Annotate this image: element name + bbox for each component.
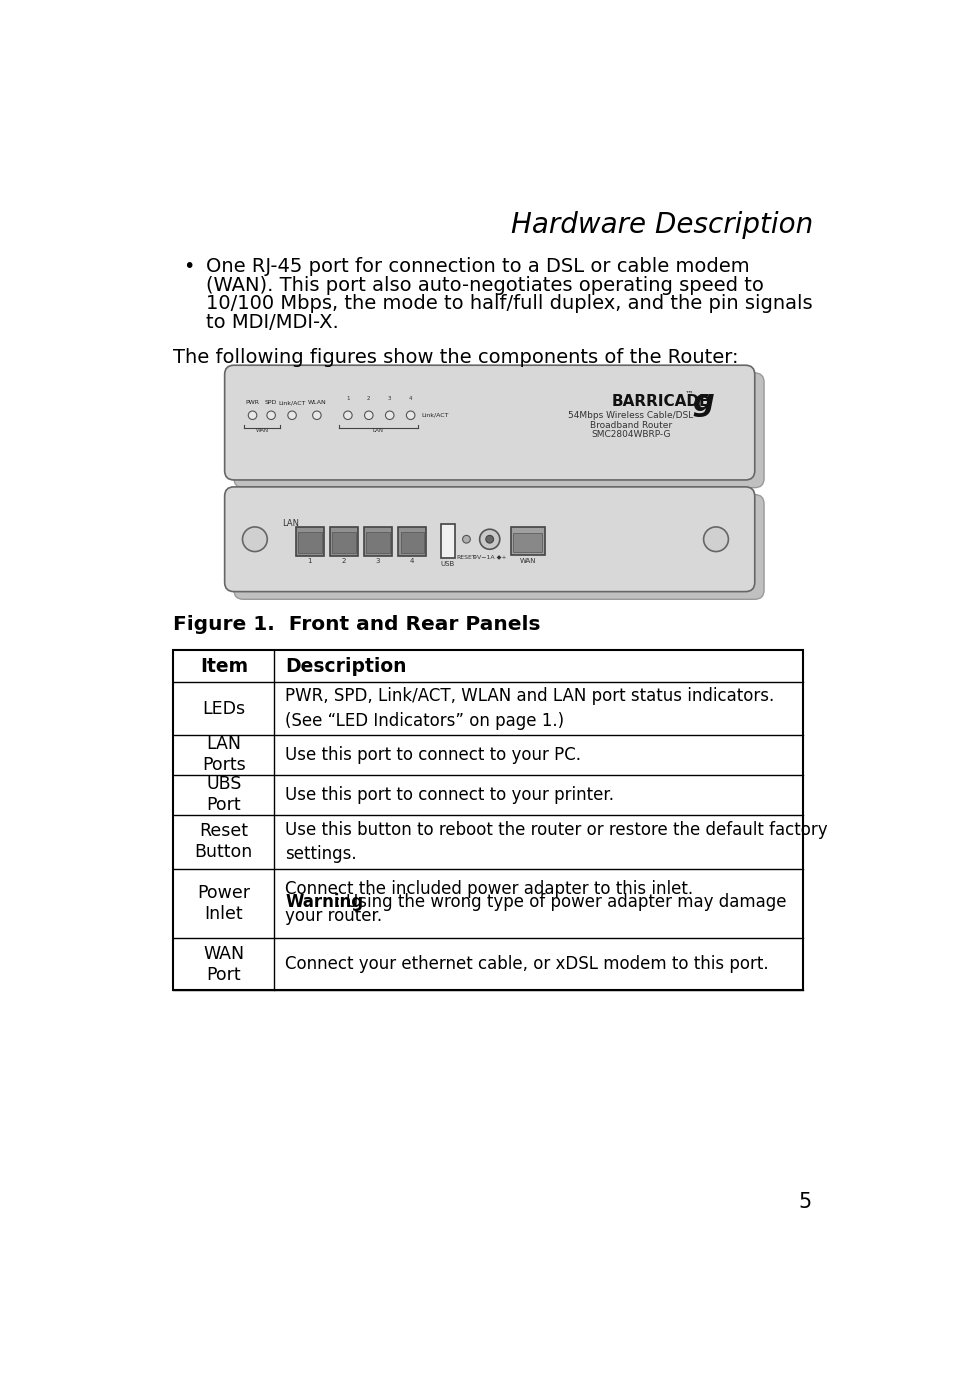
Text: 4: 4 (410, 558, 414, 565)
Circle shape (248, 411, 256, 419)
Circle shape (406, 411, 415, 419)
Text: Broadband Router: Broadband Router (589, 421, 671, 430)
Text: Item: Item (199, 657, 248, 676)
Text: 9V−1A ◆+: 9V−1A ◆+ (473, 555, 506, 559)
Text: LAN
Ports: LAN Ports (202, 736, 246, 775)
Bar (295, 527, 323, 557)
FancyBboxPatch shape (233, 494, 763, 600)
Text: 4: 4 (409, 396, 412, 401)
FancyBboxPatch shape (233, 373, 763, 487)
Text: Use this button to reboot the router or restore the default factory
settings.: Use this button to reboot the router or … (285, 820, 827, 863)
Text: to MDI/MDI-X.: to MDI/MDI-X. (206, 312, 338, 332)
Text: your router.: your router. (285, 908, 382, 926)
Text: 54Mbps Wireless Cable/DSL: 54Mbps Wireless Cable/DSL (568, 411, 693, 421)
Circle shape (313, 411, 321, 419)
Text: 3: 3 (375, 558, 380, 565)
Bar (440, 523, 455, 558)
Bar (513, 533, 542, 551)
Circle shape (288, 411, 296, 419)
Text: Link/ACT: Link/ACT (278, 400, 306, 405)
Text: The following figures show the components of the Router:: The following figures show the component… (173, 348, 739, 368)
Circle shape (343, 411, 352, 419)
Bar (173, 650, 802, 991)
Circle shape (242, 527, 267, 551)
Text: Description: Description (285, 657, 406, 676)
Bar (397, 527, 426, 557)
Text: LAN: LAN (373, 429, 384, 433)
Text: Connect your ethernet cable, or xDSL modem to this port.: Connect your ethernet cable, or xDSL mod… (285, 955, 768, 973)
FancyBboxPatch shape (224, 487, 754, 591)
Text: 1: 1 (307, 558, 312, 565)
Circle shape (385, 411, 394, 419)
Bar (364, 527, 392, 557)
Text: PWR, SPD, Link/ACT, WLAN and LAN port status indicators.
(See “LED Indicators” o: PWR, SPD, Link/ACT, WLAN and LAN port st… (285, 687, 774, 730)
Text: Reset
Button: Reset Button (194, 823, 253, 861)
Circle shape (267, 411, 275, 419)
Text: Connect the included power adapter to this inlet.: Connect the included power adapter to th… (285, 880, 693, 898)
Circle shape (485, 536, 493, 543)
Text: 10/100 Mbps, the mode to half/full duplex, and the pin signals: 10/100 Mbps, the mode to half/full duple… (206, 294, 812, 314)
Circle shape (703, 527, 728, 551)
Text: Link/ACT: Link/ACT (421, 412, 449, 418)
Circle shape (462, 536, 470, 543)
Bar (332, 532, 355, 552)
Text: WAN: WAN (518, 558, 536, 564)
Text: (WAN). This port also auto-negotiates operating speed to: (WAN). This port also auto-negotiates op… (206, 276, 763, 294)
Text: LAN: LAN (282, 519, 298, 529)
Circle shape (479, 529, 499, 550)
Text: Warning: Warning (285, 894, 363, 912)
Circle shape (364, 411, 373, 419)
Bar (330, 527, 357, 557)
Text: WLAN: WLAN (307, 400, 326, 405)
Text: ™: ™ (684, 390, 693, 398)
Text: UBS
Port: UBS Port (206, 776, 241, 815)
Bar (298, 532, 321, 552)
Text: g: g (692, 387, 714, 416)
Text: WAN
Port: WAN Port (203, 945, 244, 984)
Text: 2: 2 (367, 396, 370, 401)
Text: Hardware Description: Hardware Description (510, 211, 812, 239)
Bar (510, 527, 544, 555)
Text: LEDs: LEDs (202, 700, 245, 718)
Text: SPD: SPD (265, 400, 277, 405)
FancyBboxPatch shape (224, 365, 754, 480)
Text: WAN: WAN (255, 429, 269, 433)
Bar (366, 532, 390, 552)
Text: PWR: PWR (245, 400, 259, 405)
Text: 1: 1 (346, 396, 349, 401)
Text: •: • (183, 257, 194, 276)
Text: RESET: RESET (456, 555, 476, 559)
Text: Use this port to connect to your PC.: Use this port to connect to your PC. (285, 745, 580, 763)
Text: USB: USB (440, 561, 455, 566)
Text: BARRICADE: BARRICADE (611, 394, 709, 408)
Text: 5: 5 (798, 1192, 810, 1212)
Text: Use this port to connect to your printer.: Use this port to connect to your printer… (285, 786, 614, 804)
Bar (400, 532, 423, 552)
Text: 3: 3 (388, 396, 391, 401)
Text: One RJ-45 port for connection to a DSL or cable modem: One RJ-45 port for connection to a DSL o… (206, 257, 749, 276)
Text: 2: 2 (341, 558, 346, 565)
Text: SMC2804WBRP-G: SMC2804WBRP-G (590, 430, 670, 439)
Text: : Using the wrong type of power adapter may damage: : Using the wrong type of power adapter … (335, 894, 786, 912)
Text: Figure 1.  Front and Rear Panels: Figure 1. Front and Rear Panels (173, 615, 540, 634)
Text: Power
Inlet: Power Inlet (197, 884, 250, 923)
